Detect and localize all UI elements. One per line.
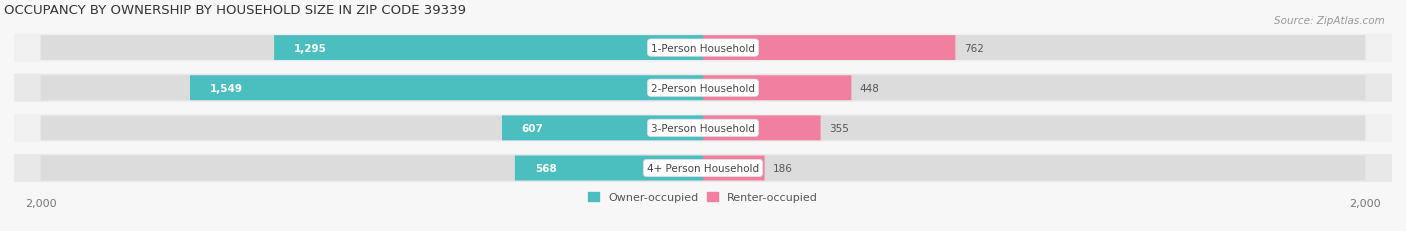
FancyBboxPatch shape [14, 74, 1392, 102]
FancyBboxPatch shape [190, 76, 703, 101]
Text: 1,295: 1,295 [294, 43, 326, 53]
FancyBboxPatch shape [703, 76, 1365, 101]
Text: 355: 355 [830, 123, 849, 133]
FancyBboxPatch shape [703, 36, 1365, 61]
Text: OCCUPANCY BY OWNERSHIP BY HOUSEHOLD SIZE IN ZIP CODE 39339: OCCUPANCY BY OWNERSHIP BY HOUSEHOLD SIZE… [4, 4, 467, 17]
FancyBboxPatch shape [41, 76, 703, 101]
FancyBboxPatch shape [14, 114, 1392, 142]
Text: 186: 186 [773, 163, 793, 173]
Text: 3-Person Household: 3-Person Household [651, 123, 755, 133]
Text: 568: 568 [534, 163, 557, 173]
FancyBboxPatch shape [703, 156, 765, 181]
FancyBboxPatch shape [14, 34, 1392, 62]
Text: Source: ZipAtlas.com: Source: ZipAtlas.com [1274, 16, 1385, 26]
Text: 1,549: 1,549 [209, 83, 243, 93]
Legend: Owner-occupied, Renter-occupied: Owner-occupied, Renter-occupied [588, 192, 818, 203]
FancyBboxPatch shape [515, 156, 703, 181]
FancyBboxPatch shape [703, 36, 955, 61]
FancyBboxPatch shape [703, 76, 852, 101]
Text: 607: 607 [522, 123, 544, 133]
Text: 2-Person Household: 2-Person Household [651, 83, 755, 93]
FancyBboxPatch shape [703, 116, 821, 141]
FancyBboxPatch shape [14, 154, 1392, 182]
Text: 762: 762 [963, 43, 984, 53]
Text: 1-Person Household: 1-Person Household [651, 43, 755, 53]
FancyBboxPatch shape [502, 116, 703, 141]
FancyBboxPatch shape [41, 156, 703, 181]
FancyBboxPatch shape [703, 116, 1365, 141]
FancyBboxPatch shape [41, 36, 703, 61]
Text: 448: 448 [859, 83, 880, 93]
FancyBboxPatch shape [41, 116, 703, 141]
FancyBboxPatch shape [703, 156, 1365, 181]
FancyBboxPatch shape [274, 36, 703, 61]
Text: 4+ Person Household: 4+ Person Household [647, 163, 759, 173]
